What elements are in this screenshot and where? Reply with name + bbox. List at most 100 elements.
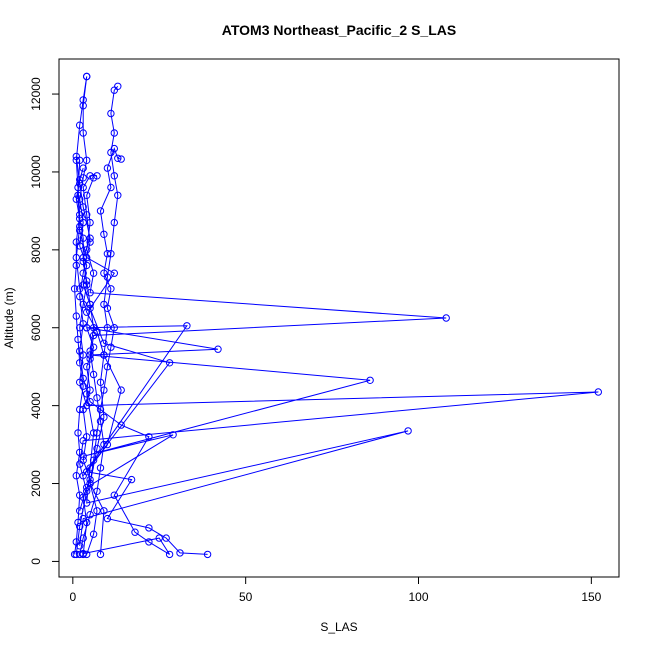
x-tick-label: 0 (69, 590, 76, 604)
data-point (83, 363, 91, 371)
data-point (76, 121, 84, 129)
y-axis: 0 2000 4000 6000 8000 10000 12000 (29, 77, 60, 565)
data-point (107, 183, 115, 192)
y-axis-label: Altitude (m) (2, 287, 16, 348)
data-point (83, 211, 91, 219)
profile-series (76, 226, 374, 515)
data-point (110, 324, 119, 332)
x-tick-label: 50 (239, 590, 253, 604)
data-point (74, 429, 82, 437)
data-point (76, 507, 84, 515)
data-point (96, 417, 105, 425)
data-point (103, 363, 112, 371)
x-axis-label: S_LAS (320, 620, 357, 634)
data-point (79, 234, 87, 242)
data-point (79, 269, 87, 277)
data-point (100, 507, 108, 515)
data-point (89, 174, 98, 182)
data-point (76, 285, 84, 293)
data-point (110, 218, 119, 227)
profile-series (76, 174, 450, 550)
y-tick-label: 10000 (29, 155, 43, 189)
data-point (79, 534, 87, 542)
data-point (114, 82, 122, 91)
series-line (86, 147, 122, 555)
data-point (100, 339, 108, 347)
data-point (79, 452, 87, 460)
data-point (107, 109, 115, 118)
data-point (79, 203, 87, 211)
data-point (86, 289, 94, 297)
data-point (103, 250, 112, 258)
data-point (89, 324, 98, 332)
data-point (103, 304, 112, 312)
data-point (79, 96, 87, 104)
data-point (131, 528, 139, 536)
data-point (93, 507, 101, 515)
data-point (72, 195, 81, 203)
data-point (594, 388, 602, 396)
data-point (100, 440, 108, 449)
data-point (117, 155, 125, 163)
data-point (76, 215, 84, 223)
x-tick-label: 150 (581, 590, 601, 604)
data-point (79, 129, 87, 137)
data-point (114, 154, 122, 163)
data-point (83, 499, 91, 507)
data-point (145, 433, 153, 441)
y-tick-label: 4000 (29, 392, 43, 419)
data-point (214, 345, 222, 353)
data-point (89, 530, 98, 538)
data-point (169, 431, 177, 439)
data-point (100, 269, 108, 277)
data-point (76, 324, 84, 332)
y-tick-label: 2000 (29, 470, 43, 497)
y-tick-label: 12000 (29, 77, 43, 111)
data-point (86, 355, 94, 363)
data-point (79, 164, 87, 172)
data-point (72, 312, 81, 320)
series-layer (70, 72, 602, 559)
data-point (96, 550, 105, 559)
data-point (86, 300, 94, 309)
data-point (76, 460, 84, 468)
data-point (76, 222, 84, 231)
profile-series (76, 172, 174, 559)
data-point (83, 550, 91, 559)
data-point (442, 314, 450, 322)
data-point (83, 72, 91, 81)
data-point (145, 538, 153, 546)
data-point (110, 144, 119, 153)
data-point (110, 491, 119, 499)
data-point (165, 550, 174, 559)
data-point (76, 550, 84, 559)
data-point (117, 386, 125, 394)
series-line (79, 175, 171, 555)
y-tick-label: 8000 (29, 236, 43, 263)
data-point (74, 518, 82, 527)
data-point (100, 230, 108, 239)
series-line (75, 160, 208, 555)
data-point (93, 444, 101, 453)
data-point (110, 172, 119, 180)
data-point (183, 322, 191, 330)
data-point (110, 129, 119, 137)
data-point (107, 343, 115, 351)
data-point (155, 534, 163, 542)
data-point (110, 269, 119, 277)
x-axis: 0 50 100 150 (69, 576, 602, 604)
series-line (75, 156, 599, 555)
data-point (79, 437, 87, 445)
data-point (114, 191, 122, 200)
data-point (76, 491, 84, 499)
data-point (76, 522, 84, 531)
x-tick-label: 100 (408, 590, 428, 604)
data-point (86, 479, 94, 488)
plot-area (58, 58, 620, 578)
data-point (76, 542, 84, 550)
data-point (93, 394, 101, 402)
y-tick-label: 6000 (29, 314, 43, 341)
data-point (83, 277, 91, 285)
data-point (89, 370, 98, 379)
